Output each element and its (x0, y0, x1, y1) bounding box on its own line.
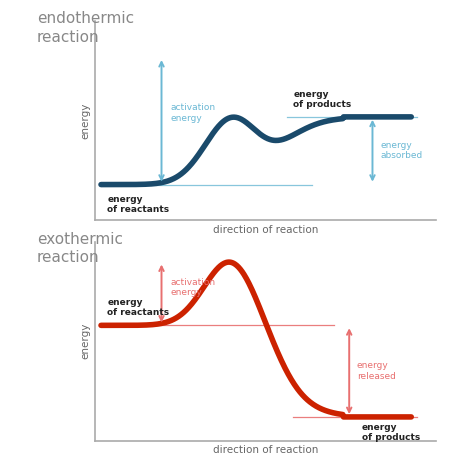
Text: energy
of products: energy of products (293, 90, 352, 109)
X-axis label: direction of reaction: direction of reaction (213, 225, 318, 235)
Y-axis label: energy: energy (81, 103, 91, 139)
X-axis label: direction of reaction: direction of reaction (213, 445, 318, 455)
Text: energy
of products: energy of products (362, 423, 420, 442)
Text: activation
energy: activation energy (171, 103, 216, 123)
Text: energy
absorbed: energy absorbed (380, 141, 422, 160)
Text: energy
released: energy released (357, 362, 396, 381)
Y-axis label: energy: energy (81, 323, 91, 359)
Text: energy
of reactants: energy of reactants (107, 298, 169, 318)
Text: energy
of reactants: energy of reactants (107, 194, 169, 214)
Text: exothermic
reaction: exothermic reaction (37, 232, 123, 265)
Text: endothermic
reaction: endothermic reaction (37, 11, 134, 45)
Text: activation
energy: activation energy (171, 278, 216, 297)
